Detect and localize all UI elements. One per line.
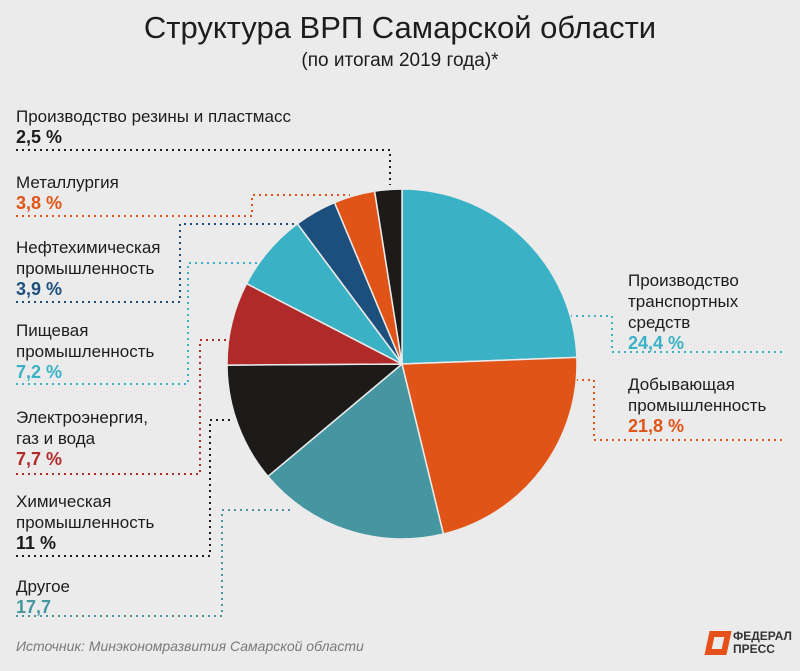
label-food-value: 7,2 % — [16, 362, 63, 382]
label-rubber-name: Производство резины и пластмасс — [16, 107, 291, 126]
label-energy: Электроэнергия, газ и вода 7,7 % — [16, 407, 148, 470]
leader-mining — [570, 379, 786, 441]
label-metallurgy-value: 3,8 % — [16, 193, 63, 213]
label-metallurgy: Металлургия 3,8 % — [16, 172, 119, 214]
label-mining-name: Добывающая — [628, 375, 735, 394]
label-chemical-value: 11 % — [16, 533, 57, 553]
leader-metallurgy — [16, 194, 350, 217]
leader-food — [16, 262, 260, 385]
logo-text: ФЕДЕРАЛ ПРЕСС — [733, 630, 792, 656]
publisher-logo: ФЕДЕРАЛ ПРЕСС — [704, 627, 792, 659]
leader-rubber — [16, 149, 391, 185]
chart-subtitle: (по итогам 2019 года)* — [301, 50, 499, 71]
logo-text-line2: ПРЕСС — [733, 642, 775, 656]
chart-title: Структура ВРП Самарской области — [143, 10, 657, 45]
label-food: Пищевая промышленность 7,2 % — [16, 320, 154, 383]
leader-lines — [16, 149, 786, 617]
label-other-value: 17,7 — [16, 597, 52, 617]
leader-other — [16, 509, 290, 617]
label-mining-value: 21,8 % — [628, 416, 685, 436]
label-energy-value: 7,7 % — [16, 449, 63, 469]
pie-slice-mining — [401, 356, 578, 535]
leader-petrochem — [16, 223, 300, 303]
label-petrochem-name-2: промышленность — [16, 259, 155, 278]
label-petrochem-value: 3,9 % — [16, 279, 63, 299]
label-chemical: Химическая промышленность 11 % — [16, 491, 154, 554]
label-metallurgy-name: Металлургия — [16, 173, 119, 192]
source-note: Источник: Минэкономразвития Самарской об… — [16, 638, 364, 654]
label-mining-name-2: промышленность — [628, 396, 767, 415]
label-rubber: Производство резины и пластмасс 2,5 % — [16, 106, 291, 148]
label-transport-name-2: транспортных — [628, 292, 739, 311]
pie-slice-transport — [401, 188, 578, 365]
label-energy-name: Электроэнергия, — [16, 408, 148, 427]
pie-slice-rubber — [373, 188, 403, 365]
label-mining: Добывающая промышленность 21,8 % — [628, 374, 766, 437]
label-transport-name-3: средств — [628, 313, 691, 332]
logo-text-line1: ФЕДЕРАЛ — [733, 629, 792, 643]
label-chemical-name-2: промышленность — [16, 513, 155, 532]
label-transport-value: 24,4 % — [628, 333, 685, 353]
leader-chemical — [16, 419, 232, 557]
leader-energy — [16, 339, 232, 475]
label-energy-name-2: газ и вода — [16, 429, 96, 448]
label-petrochem-name: Нефтехимическая — [16, 238, 161, 257]
label-transport-name: Производство — [628, 271, 739, 290]
leader-transport — [570, 315, 786, 353]
label-other-name: Другое — [16, 577, 71, 596]
label-chemical-name: Химическая — [16, 492, 112, 511]
pie-slice-chemical — [226, 363, 405, 478]
label-rubber-value: 2,5 % — [16, 127, 63, 147]
label-food-name: Пищевая — [16, 321, 89, 340]
pie-slice-other — [266, 362, 445, 540]
label-food-name-2: промышленность — [16, 342, 155, 361]
label-other: Другое 17,7 — [16, 576, 70, 618]
label-transport: Производство транспортных средств 24,4 % — [628, 270, 739, 354]
label-petrochem: Нефтехимическая промышленность 3,9 % — [16, 237, 160, 300]
logo-mark-icon — [704, 631, 732, 655]
pie-slices — [226, 188, 578, 540]
